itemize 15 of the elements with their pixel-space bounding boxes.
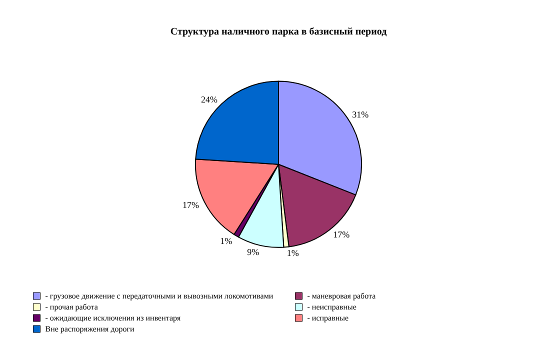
data-label: 1% bbox=[220, 236, 233, 246]
data-label: 1% bbox=[286, 248, 300, 258]
data-label: 24% bbox=[201, 94, 218, 104]
data-label: 9% bbox=[247, 246, 260, 257]
legend-label: Вне распоряжения дороги bbox=[45, 324, 136, 334]
legend-label: - маневровая работа bbox=[307, 292, 376, 300]
legend-label: - грузовое движение с передаточными и вывозными локомотивами bbox=[45, 292, 274, 300]
legend-label: - исправные bbox=[307, 314, 350, 322]
chart-title: Структура наличного парка в базисный период bbox=[170, 26, 387, 38]
legend-label: - прочая работа bbox=[45, 302, 98, 312]
data-label: 17% bbox=[333, 230, 350, 240]
data-label: 31% bbox=[352, 109, 370, 120]
legend-label: - неисправные bbox=[307, 302, 357, 312]
data-label: 17% bbox=[182, 200, 200, 210]
legend-label: - ожидающие исключения из инвентаря bbox=[45, 314, 182, 322]
